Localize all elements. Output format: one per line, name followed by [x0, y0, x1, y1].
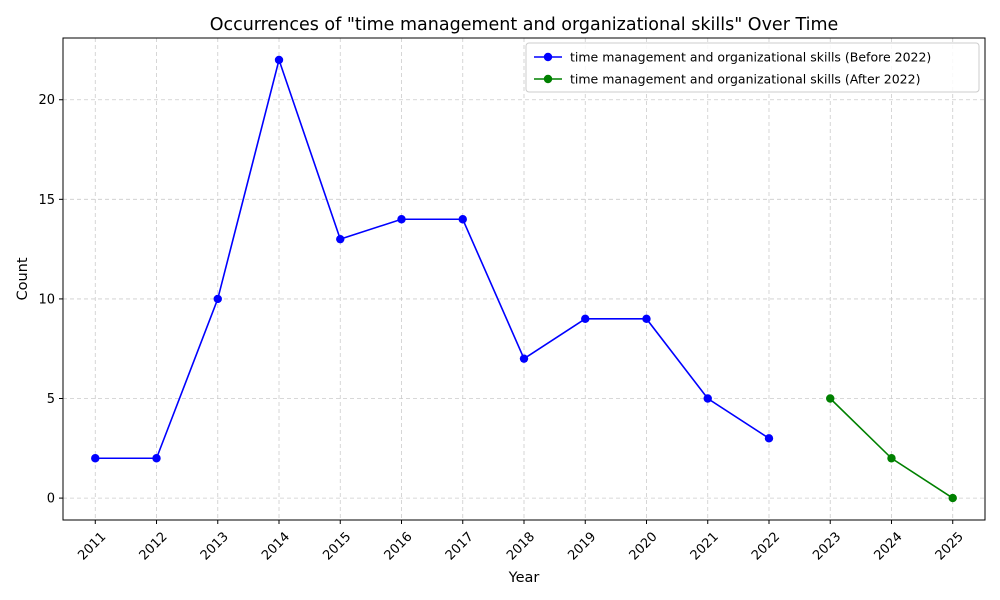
x-tick-label: 2021	[688, 529, 722, 563]
x-tick-label: 2013	[198, 529, 232, 563]
x-tick-label: 2011	[75, 529, 109, 563]
x-axis-ticks: 2011 2012 2013 2014 2015 2016 2017 2018 2019 2020…	[75, 520, 967, 563]
series-line-1	[95, 57, 770, 460]
x-tick-label: 2018	[504, 529, 538, 563]
x-tick-label: 2022	[749, 529, 783, 563]
x-tick-label: 2020	[627, 529, 661, 563]
x-tick-label: 2023	[810, 529, 844, 563]
legend-label: time management and organizational skill…	[570, 50, 931, 65]
y-axis-ticks: 0 5 10 15 20	[38, 93, 63, 507]
x-tick-label: 2012	[137, 529, 171, 563]
y-tick-label: 20	[38, 93, 55, 108]
y-tick-label: 15	[38, 193, 55, 208]
data-point	[274, 55, 284, 65]
x-tick-label: 2017	[443, 529, 477, 563]
x-tick-label: 2025	[933, 529, 967, 563]
legend-marker	[543, 74, 553, 84]
x-tick-label: 2024	[872, 529, 906, 563]
chart-title: Occurrences of "time management and orga…	[210, 15, 839, 35]
x-tick-label: 2016	[382, 529, 416, 563]
data-point	[336, 234, 345, 244]
y-tick-label: 5	[47, 392, 55, 407]
data-point	[703, 394, 712, 403]
legend-label: time management and organizational skill…	[570, 72, 920, 87]
series-line-2	[829, 397, 954, 499]
x-axis-label: Year	[508, 570, 540, 586]
legend-box	[525, 42, 980, 93]
data-point	[826, 394, 835, 403]
data-point	[152, 454, 161, 463]
legend: time management and organizational skill…	[525, 42, 980, 93]
series-lines	[91, 55, 957, 503]
y-tick-label: 10	[38, 292, 55, 307]
data-point	[458, 215, 467, 224]
y-tick-label: 0	[47, 492, 55, 507]
data-point	[91, 454, 100, 463]
data-point	[397, 215, 406, 224]
data-point	[581, 314, 590, 324]
data-point	[213, 294, 222, 304]
data-point	[887, 454, 896, 463]
legend-marker	[543, 52, 553, 62]
x-tick-label: 2015	[320, 529, 354, 563]
y-axis-label: Count	[15, 257, 31, 300]
data-point	[948, 493, 957, 503]
x-tick-label: 2014	[259, 529, 293, 563]
data-point	[764, 434, 774, 443]
data-point	[642, 314, 651, 324]
data-point	[519, 354, 529, 363]
grid-lines	[63, 38, 985, 520]
x-tick-label: 2019	[565, 529, 599, 563]
